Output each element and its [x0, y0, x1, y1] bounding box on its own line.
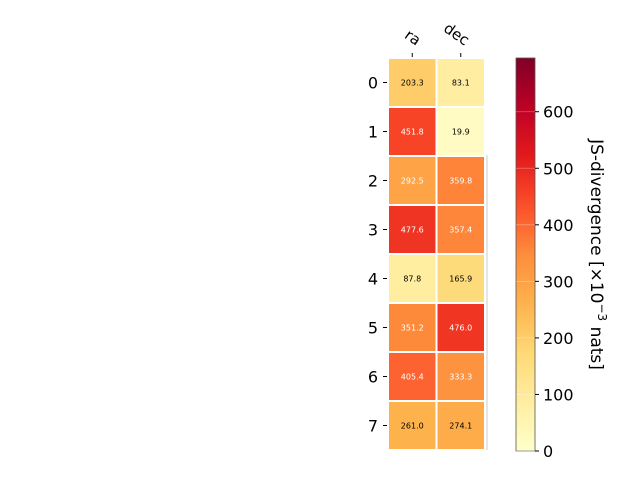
- colorbar-tick-label: 400: [543, 216, 574, 235]
- heatmap-cell: [437, 255, 484, 302]
- heatmap-cell: [389, 255, 436, 302]
- heatmap-cell: [389, 304, 436, 351]
- cell-value-label: 476.0: [449, 324, 472, 333]
- cell-value-label: 83.1: [452, 79, 470, 88]
- heatmap-cell: [437, 206, 484, 253]
- row-labels: 0 1 2 3 4 5 6 7: [368, 74, 387, 436]
- cell-value-label: 165.9: [449, 275, 472, 284]
- cell-value-label: 405.4: [401, 373, 424, 382]
- column-labels: ra dec: [401, 19, 473, 57]
- cell-value-label: 261.0: [401, 422, 424, 431]
- heatmap-cell: [389, 353, 436, 400]
- heatmap-cells: 203.3 83.1 451.8 19.9 292.5 359.8 477.6 357.4 87…: [389, 59, 488, 450]
- cell-value-label: 359.8: [449, 177, 472, 186]
- colorbar-tick-label: 600: [543, 103, 574, 122]
- row-label: 6: [368, 368, 378, 387]
- colorbar-tick-label: 0: [543, 442, 553, 461]
- colorbar-tick-label: 100: [543, 385, 574, 404]
- row-label: 2: [368, 172, 378, 191]
- heatmap-cell: [389, 206, 436, 253]
- heatmap-cell: [437, 304, 484, 351]
- row-label: 0: [368, 74, 378, 93]
- row-label: 7: [368, 417, 378, 436]
- heatmap-cell: [389, 59, 436, 106]
- cell-value-label: 19.9: [452, 128, 470, 137]
- heatmap-cell: [389, 402, 436, 449]
- colorbar-gradient: [515, 57, 536, 452]
- heatmap-cell: [389, 157, 436, 204]
- heatmap-cell: [437, 108, 484, 155]
- cell-value-label: 274.1: [449, 422, 472, 431]
- cell-value-label: 351.2: [401, 324, 424, 333]
- row-label: 3: [368, 221, 378, 240]
- colorbar-tick-label: 200: [543, 329, 574, 348]
- column-label: dec: [440, 19, 472, 49]
- colorbar-tick-label: 300: [543, 272, 574, 291]
- colorbar: 0 100 200 300 400 500 600 JS-divergence [×10−3 …: [515, 57, 609, 461]
- heatmap-cell: [437, 59, 484, 106]
- heatmap-cell: [437, 402, 484, 449]
- cell-value-label: 477.6: [401, 226, 424, 235]
- row-label: 5: [368, 319, 378, 338]
- colorbar-label: JS-divergence [×10−3 nats]: [586, 138, 609, 370]
- row-label: 4: [368, 270, 378, 289]
- cell-value-label: 87.8: [403, 275, 421, 284]
- cell-value-label: 451.8: [401, 128, 424, 137]
- cell-value-label: 333.3: [449, 373, 472, 382]
- column-label: ra: [401, 26, 424, 50]
- heatmap-cell: [437, 157, 484, 204]
- row-label: 1: [368, 123, 378, 142]
- cell-value-label: 357.4: [449, 226, 472, 235]
- heatmap-cell: [389, 108, 436, 155]
- colorbar-tick-label: 500: [543, 159, 574, 178]
- cell-value-label: 292.5: [401, 177, 424, 186]
- cell-value-label: 203.3: [401, 79, 424, 88]
- heatmap-cell: [437, 353, 484, 400]
